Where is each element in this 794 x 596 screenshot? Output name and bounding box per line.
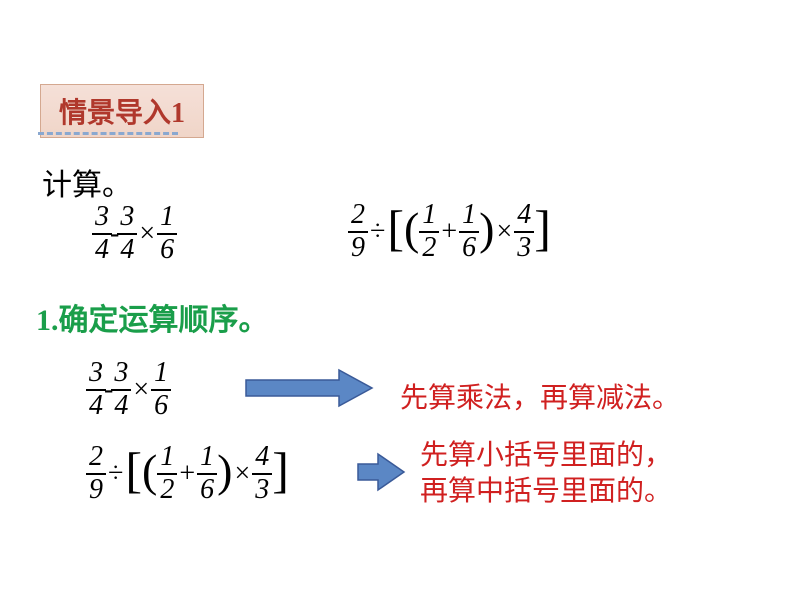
step-1-heading: 1.确定运算顺序。 (36, 295, 269, 339)
expression-a-bottom: 34-34×16 (86, 358, 171, 422)
arrow-icon (244, 368, 374, 408)
note-1: 先算乘法，再算减法。 (400, 376, 680, 416)
dashed-underline (38, 132, 178, 135)
calc-heading: 计算。 (42, 160, 132, 204)
expression-b-top: 29÷[(12+16)×43] (348, 200, 551, 264)
section-header: 情景导入1 (40, 84, 204, 138)
note-2: 先算小括号里面的， 再算中括号里面的。 (420, 438, 672, 511)
expression-b-bottom: 29÷[(12+16)×43] (86, 442, 289, 506)
arrow-icon (356, 452, 406, 492)
note-2-line2: 再算中括号里面的。 (420, 474, 672, 510)
note-2-line1: 先算小括号里面的， (420, 438, 672, 474)
expression-a-top: 34-34×16 (92, 202, 177, 266)
